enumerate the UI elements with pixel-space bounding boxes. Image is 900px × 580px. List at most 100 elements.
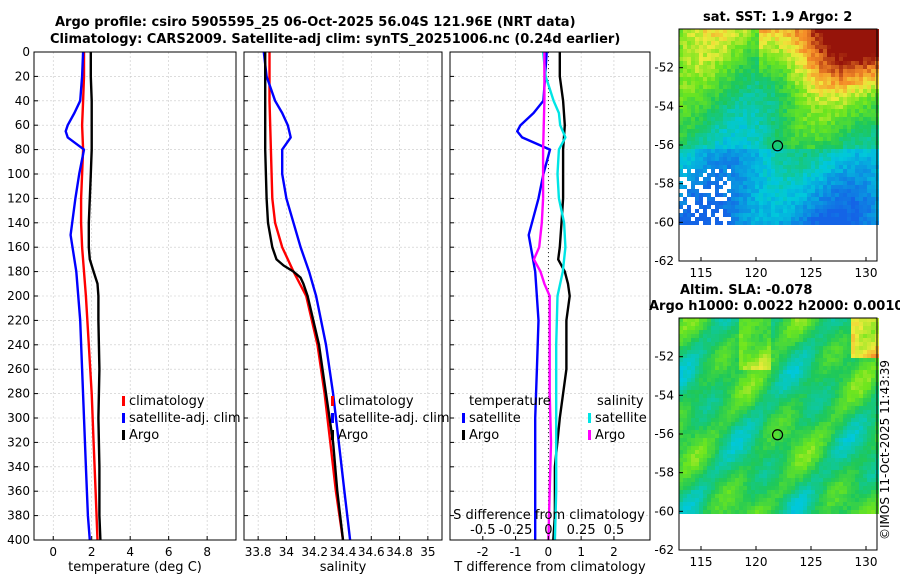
y-tick-label: 260 [7, 362, 30, 376]
argo-position-marker [771, 429, 784, 441]
y-tick-label: 280 [7, 387, 30, 401]
top-tick-label: 0 [544, 523, 552, 538]
legend-swatch [331, 413, 334, 423]
x-tick-label: 0 [545, 545, 553, 559]
legend-swatch [588, 413, 591, 423]
x-tick-label: 4 [126, 545, 134, 559]
series-line-satellite-adj-clim [64, 52, 91, 540]
y-tick-label: 40 [15, 94, 30, 108]
legend-entry: climatology [129, 394, 205, 409]
series-line-argo [264, 52, 345, 540]
x-tick-label: 34.2 [301, 545, 328, 559]
x-axis-label: salinity [320, 560, 367, 575]
x-tick-label: 2 [88, 545, 96, 559]
x-tick-label: -1 [510, 545, 522, 559]
map-y-tick-label: -58 [654, 466, 674, 480]
x-axis-label: T difference from climatology [453, 560, 646, 575]
legend-swatch [462, 413, 465, 423]
series-group [64, 52, 102, 540]
top-tick-label: -0.5 [470, 523, 495, 538]
series-line-t-argo [552, 52, 571, 540]
legend-swatch [588, 430, 591, 440]
legend-swatch [331, 396, 334, 406]
legend-entry: satellite [469, 411, 521, 426]
series-line-t-satellite [516, 52, 552, 540]
map-y-tick-label: -54 [654, 99, 674, 113]
map-y-tick-label: -62 [654, 254, 674, 268]
x-tick-label: 8 [203, 545, 211, 559]
series-line-satellite-adj-clim [262, 52, 352, 540]
legend-title-temperature: temperature [469, 394, 551, 409]
legend-entry: climatology [338, 394, 414, 409]
legend-entry: satellite-adj. clim [129, 411, 241, 426]
map-x-tick-label: 125 [800, 555, 823, 569]
x-tick-label: 35 [420, 545, 435, 559]
top-tick-label: -0.25 [499, 523, 533, 538]
legend-swatch [122, 413, 125, 423]
legend-entry: Argo [129, 428, 159, 443]
y-tick-label: 240 [7, 338, 30, 352]
y-tick-label: 60 [15, 118, 30, 132]
map-y-tick-label: -54 [654, 388, 674, 402]
map-y-tick-label: -62 [654, 543, 674, 557]
map-y-tick-label: -60 [654, 504, 674, 518]
top-tick-label: 0.5 [604, 523, 625, 538]
legend-swatch [122, 396, 125, 406]
y-tick-label: 340 [7, 460, 30, 474]
series-line-s-argo [532, 52, 553, 540]
legend-entry: Argo [469, 428, 499, 443]
map-x-tick-label: 120 [745, 555, 768, 569]
x-tick-label: -2 [477, 545, 489, 559]
legend-swatch [462, 430, 465, 440]
map-x-tick-label: 120 [745, 266, 768, 280]
series-line-argo [87, 52, 102, 540]
x-tick-label: 34.6 [358, 545, 385, 559]
legend-title-salinity: salinity [597, 394, 644, 409]
map-x-tick-label: 125 [800, 266, 823, 280]
legend-entry: satellite-adj. clim [338, 411, 450, 426]
y-tick-label: 160 [7, 240, 30, 254]
sla-map-field [679, 318, 879, 514]
y-tick-label: 80 [15, 143, 30, 157]
x-tick-label: 34.4 [330, 545, 357, 559]
x-tick-label: 33.8 [245, 545, 272, 559]
top-axis-label: S difference from climatology [453, 508, 645, 523]
legend-swatch [122, 430, 125, 440]
sst-map-title: sat. SST: 1.9 Argo: 2 [703, 10, 853, 25]
y-tick-label: 320 [7, 435, 30, 449]
map-x-tick-label: 130 [855, 555, 878, 569]
y-tick-label: 20 [15, 69, 30, 83]
y-tick-label: 120 [7, 191, 30, 205]
y-tick-label: 380 [7, 509, 30, 523]
x-axis-label: temperature (deg C) [68, 560, 202, 575]
map-y-tick-label: -56 [654, 427, 674, 441]
series-line-climatology [79, 52, 99, 540]
y-tick-label: 400 [7, 533, 30, 547]
top-tick-label: 0.25 [567, 523, 596, 538]
map-x-tick-label: 115 [690, 555, 713, 569]
y-tick-label: 220 [7, 313, 30, 327]
y-tick-label: 0 [22, 45, 30, 59]
y-tick-label: 200 [7, 289, 30, 303]
y-tick-label: 360 [7, 484, 30, 498]
map-x-tick-label: 130 [855, 266, 878, 280]
x-tick-label: 6 [165, 545, 173, 559]
y-tick-label: 300 [7, 411, 30, 425]
y-tick-label: 100 [7, 167, 30, 181]
legend-entry: satellite [595, 411, 647, 426]
map-y-tick-label: -52 [654, 350, 674, 364]
y-tick-label: 180 [7, 265, 30, 279]
figure-title-line1: Argo profile: csiro 5905595_25 06-Oct-20… [55, 15, 576, 30]
map-x-tick-label: 115 [690, 266, 713, 280]
map-y-tick-label: -52 [654, 61, 674, 75]
argo-position-marker [771, 140, 784, 152]
x-tick-label: 2 [610, 545, 618, 559]
legend-entry: Argo [595, 428, 625, 443]
x-tick-label: 34.8 [386, 545, 413, 559]
map-y-tick-label: -56 [654, 138, 674, 152]
legend-entry: Argo [338, 428, 368, 443]
sst-map-field [679, 29, 879, 225]
sla-map-title: Altim. SLA: -0.078 [680, 283, 813, 298]
series-group [262, 52, 352, 540]
